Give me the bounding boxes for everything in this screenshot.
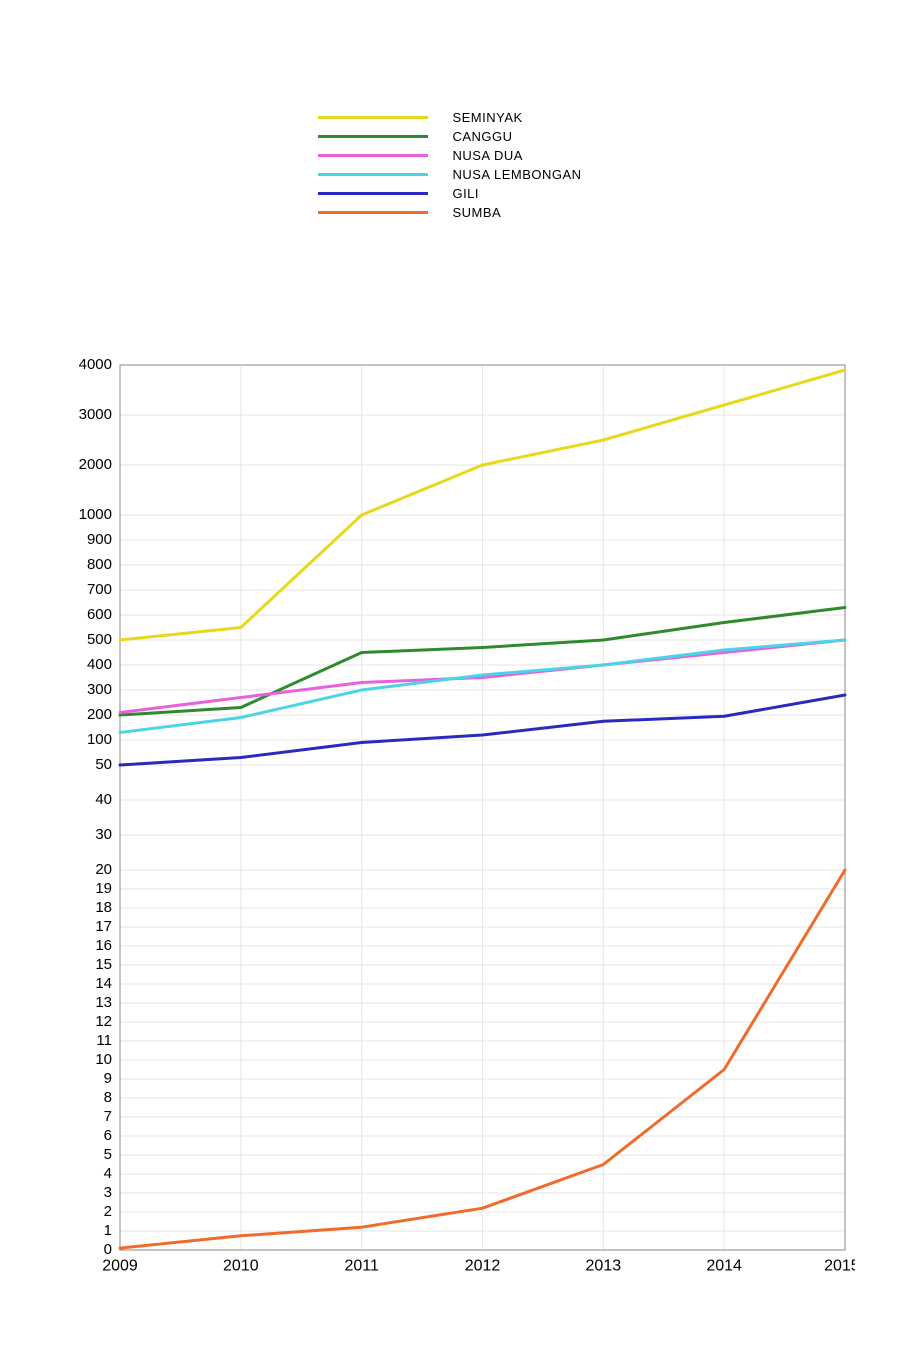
- y-tick-label: 600: [87, 606, 112, 623]
- y-tick-label: 16: [95, 937, 112, 954]
- y-tick-label: 1000: [79, 506, 112, 523]
- line-chart: 0123456789101112131415161718192030405010…: [65, 340, 855, 1280]
- page-root: SEMINYAK CANGGU NUSA DUA NUSA LEMBONGAN GILI…: [0, 0, 900, 1350]
- y-tick-label: 2: [104, 1203, 112, 1220]
- y-tick-label: 10: [95, 1051, 112, 1068]
- y-tick-label: 700: [87, 581, 112, 598]
- legend-swatch: [318, 211, 428, 214]
- y-tick-label: 14: [95, 975, 112, 992]
- y-tick-label: 9: [104, 1070, 112, 1087]
- y-tick-label: 100: [87, 731, 112, 748]
- y-tick-label: 3: [104, 1184, 112, 1201]
- y-tick-label: 19: [95, 880, 112, 897]
- y-tick-label: 18: [95, 899, 112, 916]
- chart-svg: 0123456789101112131415161718192030405010…: [65, 340, 855, 1300]
- legend-label: SEMINYAK: [452, 110, 581, 125]
- y-tick-label: 30: [95, 826, 112, 843]
- y-tick-label: 12: [95, 1013, 112, 1030]
- x-tick-label: 2015*: [824, 1257, 855, 1274]
- legend-label: SUMBA: [452, 205, 581, 220]
- y-tick-label: 4000: [79, 356, 112, 373]
- y-tick-label: 50: [95, 756, 112, 773]
- y-tick-label: 15: [95, 956, 112, 973]
- y-tick-label: 3000: [79, 406, 112, 423]
- y-tick-label: 500: [87, 631, 112, 648]
- legend-label: GILI: [452, 186, 581, 201]
- y-tick-label: 13: [95, 994, 112, 1011]
- y-tick-label: 1: [104, 1222, 112, 1239]
- legend-swatch: [318, 154, 428, 157]
- x-tick-label: 2012: [465, 1257, 501, 1274]
- legend-swatch: [318, 135, 428, 138]
- x-tick-label: 2014: [706, 1257, 742, 1274]
- y-tick-label: 20: [95, 861, 112, 878]
- legend-label: NUSA LEMBONGAN: [452, 167, 581, 182]
- y-tick-label: 2000: [79, 456, 112, 473]
- x-tick-label: 2010: [223, 1257, 259, 1274]
- y-tick-label: 5: [104, 1146, 112, 1163]
- y-tick-label: 800: [87, 556, 112, 573]
- y-tick-label: 300: [87, 681, 112, 698]
- y-tick-label: 0: [104, 1241, 112, 1258]
- y-tick-label: 8: [104, 1089, 112, 1106]
- y-tick-label: 17: [95, 918, 112, 935]
- y-tick-label: 6: [104, 1127, 112, 1144]
- y-tick-label: 4: [104, 1165, 112, 1182]
- y-tick-label: 400: [87, 656, 112, 673]
- x-tick-label: 2009: [102, 1257, 138, 1274]
- legend-swatch: [318, 192, 428, 195]
- x-tick-label: 2011: [344, 1257, 379, 1274]
- y-tick-label: 900: [87, 531, 112, 548]
- legend-label: CANGGU: [452, 129, 581, 144]
- y-tick-label: 11: [96, 1032, 112, 1049]
- y-tick-label: 40: [95, 791, 112, 808]
- y-tick-label: 7: [104, 1108, 112, 1125]
- legend-items: SEMINYAK CANGGU NUSA DUA NUSA LEMBONGAN GILI…: [318, 110, 581, 220]
- y-tick-label: 200: [87, 706, 112, 723]
- x-tick-label: 2013: [586, 1257, 622, 1274]
- legend-label: NUSA DUA: [452, 148, 581, 163]
- legend-swatch: [318, 173, 428, 176]
- legend: SEMINYAK CANGGU NUSA DUA NUSA LEMBONGAN GILI…: [0, 110, 900, 220]
- legend-swatch: [318, 116, 428, 119]
